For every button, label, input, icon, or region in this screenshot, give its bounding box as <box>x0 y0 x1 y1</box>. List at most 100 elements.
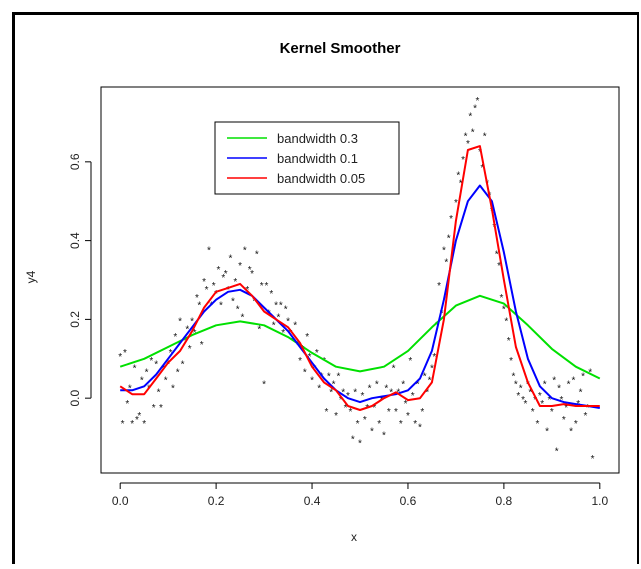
data-point: * <box>399 419 403 430</box>
data-point: * <box>432 352 436 363</box>
x-tick-label: 1.0 <box>591 494 608 508</box>
data-point: * <box>526 379 530 390</box>
data-point: * <box>540 399 544 410</box>
data-point: * <box>140 375 144 386</box>
y-tick-label: 0.6 <box>68 153 82 170</box>
data-point: * <box>154 360 158 371</box>
data-point: * <box>356 419 360 430</box>
data-point: * <box>581 372 585 383</box>
data-point: * <box>360 391 364 402</box>
data-point: * <box>420 407 424 418</box>
data-point: * <box>370 427 374 438</box>
data-point: * <box>219 301 223 312</box>
data-point: * <box>478 147 482 158</box>
data-point: * <box>322 356 326 367</box>
legend-label: bandwidth 0.1 <box>277 151 358 166</box>
data-point: * <box>509 356 513 367</box>
data-point: * <box>507 336 511 347</box>
data-point: * <box>459 179 463 190</box>
legend: bandwidth 0.3 bandwidth 0.1 bandwidth 0.05 <box>214 121 400 195</box>
data-point: * <box>336 372 340 383</box>
data-point: * <box>480 163 484 174</box>
data-point: * <box>324 407 328 418</box>
data-point: * <box>583 411 587 422</box>
y-tick-label: 0.2 <box>68 311 82 328</box>
data-point: * <box>557 383 561 394</box>
y-axis-label: y4 <box>24 270 38 283</box>
data-point: * <box>351 435 355 446</box>
data-point: * <box>538 391 542 402</box>
data-point: * <box>332 379 336 390</box>
data-point: * <box>372 403 376 414</box>
data-point: * <box>449 214 453 225</box>
data-point: * <box>564 403 568 414</box>
data-point: * <box>339 395 343 406</box>
series-line-1 <box>119 294 601 380</box>
data-point: * <box>195 293 199 304</box>
y-tick-label: 0.0 <box>68 389 82 406</box>
data-point: * <box>284 305 288 316</box>
data-point: * <box>346 391 350 402</box>
data-point: * <box>327 372 331 383</box>
data-point: * <box>444 257 448 268</box>
data-point: * <box>274 301 278 312</box>
data-point: * <box>591 454 595 465</box>
data-point: * <box>123 348 127 359</box>
data-point: * <box>548 395 552 406</box>
data-point: * <box>221 273 225 284</box>
data-point: * <box>205 285 209 296</box>
data-point: * <box>497 261 501 272</box>
data-point: * <box>142 419 146 430</box>
data-point: * <box>308 352 312 363</box>
x-tick-label: 0.8 <box>496 494 513 508</box>
data-point: * <box>394 407 398 418</box>
data-point: * <box>145 368 149 379</box>
data-point: * <box>265 281 269 292</box>
data-point: * <box>514 379 518 390</box>
data-point: * <box>461 155 465 166</box>
data-point: * <box>377 419 381 430</box>
y-tick-label: 0.4 <box>68 232 82 249</box>
data-point: * <box>413 419 417 430</box>
data-point: * <box>425 387 429 398</box>
data-point: * <box>344 403 348 414</box>
data-point: * <box>567 379 571 390</box>
data-point: * <box>317 383 321 394</box>
legend-label: bandwidth 0.05 <box>277 171 365 186</box>
data-point: * <box>250 269 254 280</box>
data-point: * <box>437 281 441 292</box>
kernel-smoother-chart: Kernel Smoother ************************… <box>24 7 620 544</box>
data-point: * <box>392 364 396 375</box>
data-point: * <box>387 407 391 418</box>
data-point: * <box>442 245 446 256</box>
data-point: * <box>555 446 559 457</box>
data-point: * <box>473 104 477 115</box>
data-point: * <box>173 332 177 343</box>
x-tick-label: 0.4 <box>304 494 321 508</box>
data-point: * <box>286 316 290 327</box>
data-point: * <box>384 383 388 394</box>
data-point: * <box>533 395 537 406</box>
data-point: * <box>382 431 386 442</box>
data-point: * <box>185 324 189 335</box>
x-tick-label: 0.6 <box>400 494 417 508</box>
data-point: * <box>243 245 247 256</box>
data-point: * <box>279 301 283 312</box>
data-point: * <box>118 352 122 363</box>
data-point: * <box>524 399 528 410</box>
data-point: * <box>159 403 163 414</box>
data-point: * <box>476 96 480 107</box>
data-point: * <box>456 171 460 182</box>
data-point: * <box>255 249 259 260</box>
data-point: * <box>217 265 221 276</box>
data-point: * <box>569 427 573 438</box>
data-point: * <box>334 411 338 422</box>
data-point: * <box>579 387 583 398</box>
data-point: * <box>521 395 525 406</box>
legend-label: bandwidth 0.3 <box>277 131 358 146</box>
data-point: * <box>574 419 578 430</box>
data-point: * <box>128 383 132 394</box>
data-point: * <box>149 356 153 367</box>
data-point: * <box>133 364 137 375</box>
data-point: * <box>169 348 173 359</box>
